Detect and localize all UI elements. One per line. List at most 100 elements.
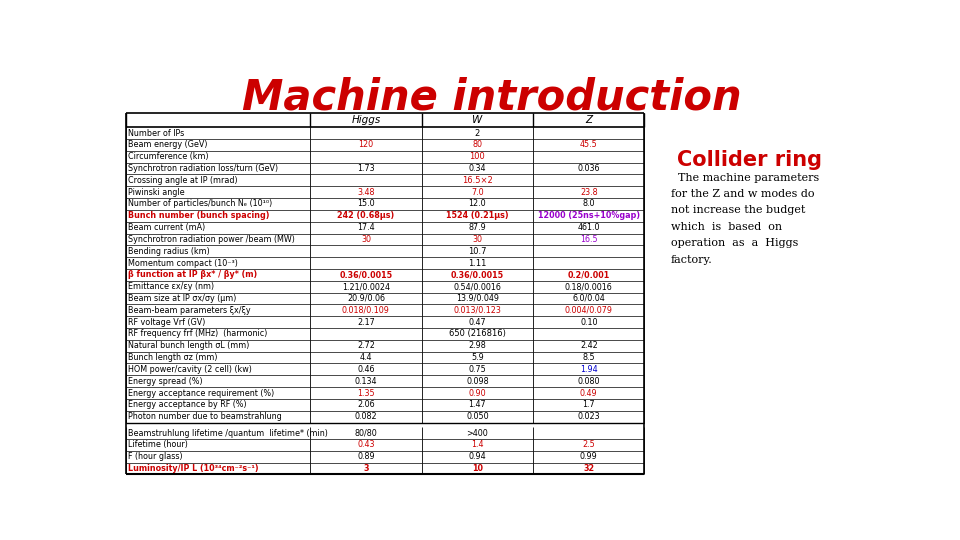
Text: Luminosity/IP L (10³⁴cm⁻²s⁻¹): Luminosity/IP L (10³⁴cm⁻²s⁻¹) — [128, 464, 258, 473]
Text: 2.17: 2.17 — [357, 318, 374, 327]
Text: Machine introduction: Machine introduction — [242, 76, 742, 118]
Text: 0.90: 0.90 — [468, 388, 486, 397]
Text: 2.5: 2.5 — [583, 441, 595, 449]
Text: 1.11: 1.11 — [468, 259, 487, 267]
Text: 5.9: 5.9 — [471, 353, 484, 362]
Text: >400: >400 — [467, 429, 489, 437]
Text: 0.34: 0.34 — [468, 164, 486, 173]
Text: Energy acceptance by RF (%): Energy acceptance by RF (%) — [128, 400, 247, 409]
Text: 2.06: 2.06 — [357, 400, 374, 409]
Text: 1524 (0.21μs): 1524 (0.21μs) — [446, 211, 509, 220]
Text: 1.73: 1.73 — [357, 164, 374, 173]
Text: 3: 3 — [363, 464, 369, 473]
Text: Z: Z — [586, 115, 592, 125]
Text: Bunch length σz (mm): Bunch length σz (mm) — [128, 353, 217, 362]
Text: 16.5×2: 16.5×2 — [462, 176, 492, 185]
Text: 120: 120 — [358, 140, 373, 150]
Text: RF frequency frf (MHz)  (harmonic): RF frequency frf (MHz) (harmonic) — [128, 329, 267, 339]
Text: 45.5: 45.5 — [580, 140, 598, 150]
Text: 0.75: 0.75 — [468, 365, 486, 374]
Text: 1.47: 1.47 — [468, 400, 486, 409]
Text: Synchrotron radiation loss/turn (GeV): Synchrotron radiation loss/turn (GeV) — [128, 164, 277, 173]
Text: 2.72: 2.72 — [357, 341, 374, 350]
Text: Crossing angle at IP (mrad): Crossing angle at IP (mrad) — [128, 176, 237, 185]
Text: Beam energy (GeV): Beam energy (GeV) — [128, 140, 207, 150]
Text: Beam current (mA): Beam current (mA) — [128, 223, 205, 232]
Text: 4.4: 4.4 — [360, 353, 372, 362]
Text: Collider ring: Collider ring — [677, 150, 822, 170]
Text: 30: 30 — [472, 235, 482, 244]
Text: 80: 80 — [472, 140, 482, 150]
Text: 0.050: 0.050 — [466, 412, 489, 421]
Text: 16.5: 16.5 — [580, 235, 597, 244]
Text: 0.023: 0.023 — [577, 412, 600, 421]
Text: Photon number due to beamstrahlung: Photon number due to beamstrahlung — [128, 412, 281, 421]
Text: 10.7: 10.7 — [468, 247, 487, 256]
Text: 1.21/0.0024: 1.21/0.0024 — [342, 282, 390, 291]
Text: 0.43: 0.43 — [357, 441, 374, 449]
Text: 461.0: 461.0 — [578, 223, 600, 232]
Text: 13.9/0.049: 13.9/0.049 — [456, 294, 499, 303]
Text: 0.54/0.0016: 0.54/0.0016 — [453, 282, 501, 291]
Text: HOM power/cavity (2 cell) (kw): HOM power/cavity (2 cell) (kw) — [128, 365, 252, 374]
Text: Lifetime (hour): Lifetime (hour) — [128, 441, 187, 449]
Text: Circumference (km): Circumference (km) — [128, 152, 208, 161]
Text: 2.98: 2.98 — [468, 341, 486, 350]
Text: Synchrotron radiation power /beam (MW): Synchrotron radiation power /beam (MW) — [128, 235, 295, 244]
Text: 0.89: 0.89 — [357, 452, 374, 461]
Text: Bending radius (km): Bending radius (km) — [128, 247, 209, 256]
Text: 0.080: 0.080 — [578, 377, 600, 386]
Text: 32: 32 — [583, 464, 594, 473]
Text: β function at IP βx* / βy* (m): β function at IP βx* / βy* (m) — [128, 271, 257, 279]
Text: Beamstruhlung lifetime /quantum  lifetime* (min): Beamstruhlung lifetime /quantum lifetime… — [128, 429, 327, 437]
Text: 0.36/0.0015: 0.36/0.0015 — [451, 271, 504, 279]
Text: W: W — [472, 115, 483, 125]
Text: 0.36/0.0015: 0.36/0.0015 — [339, 271, 393, 279]
Text: 0.10: 0.10 — [580, 318, 597, 327]
Text: 1.7: 1.7 — [583, 400, 595, 409]
Text: 0.2/0.001: 0.2/0.001 — [567, 271, 610, 279]
Text: 0.013/0.123: 0.013/0.123 — [453, 306, 501, 315]
Text: 0.49: 0.49 — [580, 388, 597, 397]
Text: 1.35: 1.35 — [357, 388, 374, 397]
Text: F (hour glass): F (hour glass) — [128, 452, 182, 461]
Text: The machine parameters
for the Z and w modes do
not increase the budget
which  i: The machine parameters for the Z and w m… — [671, 173, 819, 265]
Text: Bunch number (bunch spacing): Bunch number (bunch spacing) — [128, 211, 270, 220]
Text: Number of IPs: Number of IPs — [128, 129, 184, 138]
Text: 87.9: 87.9 — [468, 223, 486, 232]
Text: 0.134: 0.134 — [354, 377, 377, 386]
Text: 0.46: 0.46 — [357, 365, 374, 374]
Text: Beam-beam parameters ξx/ξy: Beam-beam parameters ξx/ξy — [128, 306, 251, 315]
Text: 0.18/0.0016: 0.18/0.0016 — [564, 282, 612, 291]
Text: 10: 10 — [471, 464, 483, 473]
Text: 0.036: 0.036 — [578, 164, 600, 173]
Text: Natural bunch length σL (mm): Natural bunch length σL (mm) — [128, 341, 250, 350]
Text: 100: 100 — [469, 152, 485, 161]
Text: 0.018/0.109: 0.018/0.109 — [342, 306, 390, 315]
Text: 0.004/0.079: 0.004/0.079 — [564, 306, 612, 315]
Text: Higgs: Higgs — [351, 115, 380, 125]
Text: 6.0/0.04: 6.0/0.04 — [572, 294, 605, 303]
Text: 0.082: 0.082 — [354, 412, 377, 421]
Text: 12000 (25ns+10%gap): 12000 (25ns+10%gap) — [538, 211, 639, 220]
Text: 2: 2 — [474, 129, 480, 138]
Text: Momentum compact (10⁻³): Momentum compact (10⁻³) — [128, 259, 238, 267]
Text: 0.098: 0.098 — [466, 377, 489, 386]
Text: 8.0: 8.0 — [583, 199, 595, 208]
Text: Beam size at IP σx/σy (μm): Beam size at IP σx/σy (μm) — [128, 294, 236, 303]
Text: 3.48: 3.48 — [357, 188, 374, 197]
Text: 0.94: 0.94 — [468, 452, 486, 461]
Text: Energy acceptance requirement (%): Energy acceptance requirement (%) — [128, 388, 274, 397]
Text: 15.0: 15.0 — [357, 199, 374, 208]
Text: RF voltage Vrf (GV): RF voltage Vrf (GV) — [128, 318, 205, 327]
Text: 1.94: 1.94 — [580, 365, 597, 374]
Text: 0.99: 0.99 — [580, 452, 598, 461]
Text: 30: 30 — [361, 235, 371, 244]
Text: 242 (0.68μs): 242 (0.68μs) — [337, 211, 395, 220]
Text: 0.47: 0.47 — [468, 318, 486, 327]
Text: 17.4: 17.4 — [357, 223, 374, 232]
Text: Energy spread (%): Energy spread (%) — [128, 377, 203, 386]
Text: 7.0: 7.0 — [471, 188, 484, 197]
Text: 12.0: 12.0 — [468, 199, 486, 208]
Text: 1.4: 1.4 — [471, 441, 484, 449]
